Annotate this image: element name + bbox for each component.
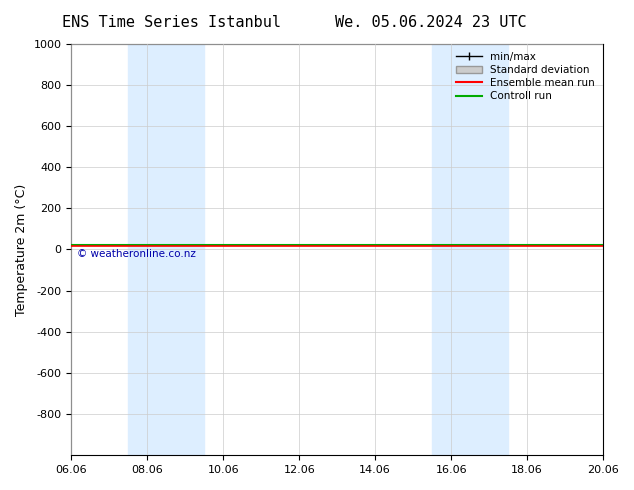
Legend: min/max, Standard deviation, Ensemble mean run, Controll run: min/max, Standard deviation, Ensemble me… — [453, 49, 598, 104]
Y-axis label: Temperature 2m (°C): Temperature 2m (°C) — [15, 183, 28, 316]
Bar — [128, 44, 204, 455]
Text: © weatheronline.co.nz: © weatheronline.co.nz — [77, 248, 195, 259]
Bar — [432, 44, 508, 455]
Text: ENS Time Series Istanbul: ENS Time Series Istanbul — [61, 15, 281, 30]
Text: We. 05.06.2024 23 UTC: We. 05.06.2024 23 UTC — [335, 15, 527, 30]
